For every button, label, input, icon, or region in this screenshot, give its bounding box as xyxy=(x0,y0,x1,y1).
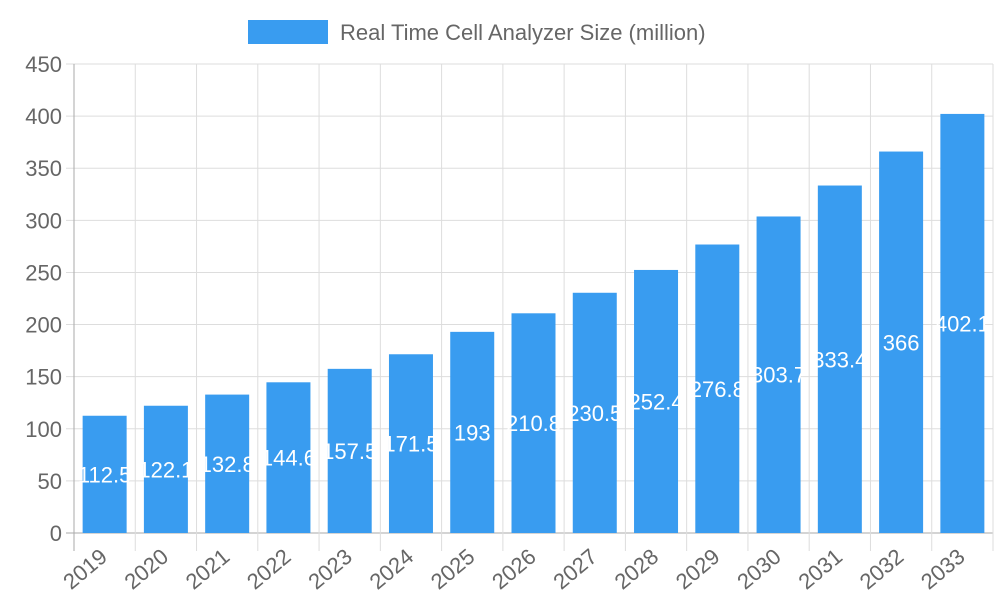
bar xyxy=(266,382,311,533)
bar xyxy=(205,394,250,533)
bar xyxy=(634,269,679,533)
bar xyxy=(82,415,127,533)
bar xyxy=(879,151,924,533)
data-label: 230.5 xyxy=(567,401,622,426)
data-label: 303.7 xyxy=(751,363,806,388)
data-label: 122.1 xyxy=(138,457,193,482)
y-tick-label: 150 xyxy=(25,365,62,390)
data-label: 210.8 xyxy=(506,411,561,436)
bar xyxy=(450,331,495,533)
x-tick-label: 2033 xyxy=(916,544,970,595)
data-label: 112.5 xyxy=(78,462,131,487)
bar xyxy=(511,313,556,533)
data-label: 366 xyxy=(883,330,920,355)
x-tick-label: 2031 xyxy=(793,544,847,595)
data-label: 171.5 xyxy=(383,432,438,457)
y-tick-label: 250 xyxy=(25,260,62,285)
bar xyxy=(327,368,372,533)
legend-label: Real Time Cell Analyzer Size (million) xyxy=(340,20,706,45)
x-tick-label: 2027 xyxy=(548,544,602,595)
x-tick-label: 2022 xyxy=(242,544,296,595)
data-label: 132.8 xyxy=(200,452,255,477)
data-label: 333.4 xyxy=(812,347,867,372)
bar xyxy=(572,292,617,533)
x-tick-label: 2029 xyxy=(671,544,725,595)
bar xyxy=(817,185,862,533)
data-label: 276.8 xyxy=(690,377,745,402)
bar xyxy=(695,244,740,534)
x-tick-label: 2019 xyxy=(58,544,112,595)
legend[interactable]: Real Time Cell Analyzer Size (million) xyxy=(248,20,706,45)
x-tick-label: 2025 xyxy=(426,544,480,595)
y-tick-label: 400 xyxy=(25,104,62,129)
y-tick-label: 450 xyxy=(25,52,62,77)
bar xyxy=(143,405,188,533)
x-tick-label: 2030 xyxy=(732,544,786,595)
y-tick-label: 350 xyxy=(25,156,62,181)
bar xyxy=(388,354,433,533)
y-tick-label: 100 xyxy=(25,417,62,442)
x-tick-label: 2023 xyxy=(303,544,357,595)
x-tick-label: 2020 xyxy=(120,544,174,595)
data-label: 252.4 xyxy=(629,389,684,414)
data-label: 402.1 xyxy=(935,311,990,336)
legend-swatch xyxy=(248,20,328,44)
y-tick-label: 50 xyxy=(38,469,62,494)
data-label: 144.6 xyxy=(261,446,316,471)
x-tick-label: 2024 xyxy=(365,544,419,595)
y-tick-label: 200 xyxy=(25,313,62,338)
bar xyxy=(940,113,985,533)
grid xyxy=(66,63,994,551)
data-label: 193 xyxy=(454,420,491,445)
y-tick-label: 0 xyxy=(50,521,62,546)
y-tick-label: 300 xyxy=(25,208,62,233)
x-tick-label: 2026 xyxy=(487,544,541,595)
bar xyxy=(756,216,801,533)
x-tick-label: 2028 xyxy=(610,544,664,595)
x-tick-label: 2032 xyxy=(855,544,909,595)
bars: 112.5 122.1 132.8 144.6 157.5 171.5 193 210.8 23… xyxy=(78,113,990,534)
data-label: 157.5 xyxy=(322,439,377,464)
x-tick-label: 2021 xyxy=(181,544,235,595)
